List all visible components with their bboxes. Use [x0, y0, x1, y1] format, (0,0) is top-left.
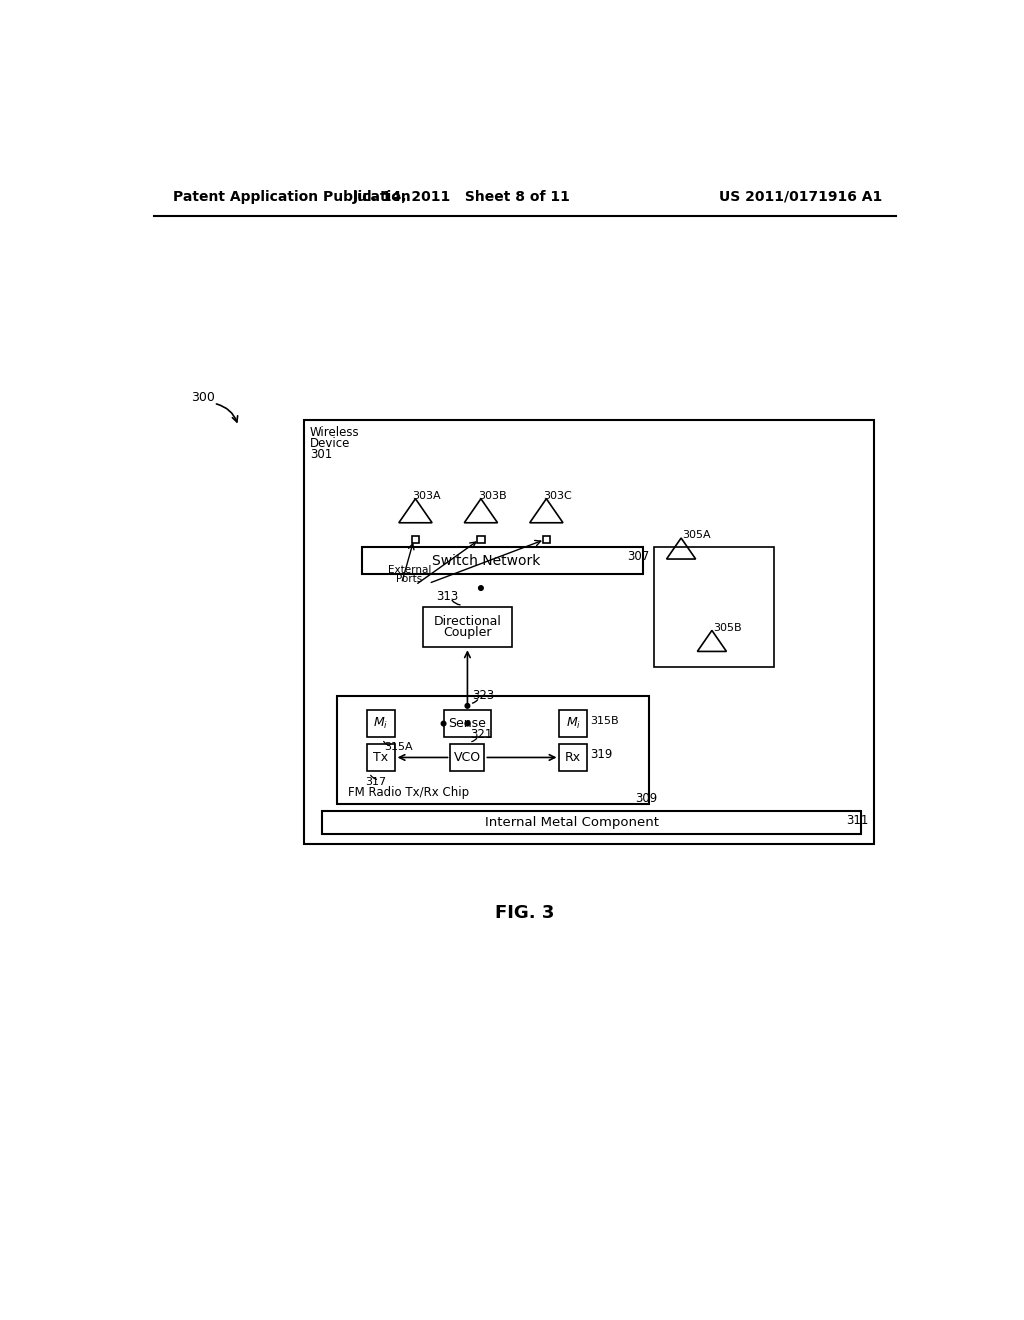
Text: US 2011/0171916 A1: US 2011/0171916 A1	[719, 190, 882, 203]
Text: $M_i$: $M_i$	[565, 715, 581, 731]
Text: Patent Application Publication: Patent Application Publication	[173, 190, 411, 203]
Text: Switch Network: Switch Network	[432, 553, 541, 568]
Text: Directional: Directional	[433, 615, 502, 628]
Bar	[477, 536, 484, 544]
Bar	[543, 536, 550, 544]
Bar	[559, 710, 587, 738]
Text: Jul. 14, 2011   Sheet 8 of 11: Jul. 14, 2011 Sheet 8 of 11	[352, 190, 570, 203]
Text: 323: 323	[472, 689, 495, 702]
Bar	[559, 743, 587, 771]
Text: Sense: Sense	[449, 717, 486, 730]
Circle shape	[441, 721, 445, 726]
Text: Device: Device	[310, 437, 350, 450]
Bar	[367, 710, 394, 738]
Text: 303A: 303A	[413, 491, 441, 502]
Text: Coupler: Coupler	[443, 626, 492, 639]
Text: Rx: Rx	[565, 751, 582, 764]
Text: Internal Metal Component: Internal Metal Component	[484, 816, 658, 829]
Bar	[654, 548, 773, 667]
Text: 303C: 303C	[544, 491, 572, 502]
Text: Tx: Tx	[373, 751, 388, 764]
Bar	[443, 710, 492, 738]
Circle shape	[465, 704, 470, 708]
Bar	[304, 420, 873, 843]
Bar	[367, 743, 394, 771]
Text: 303B: 303B	[478, 491, 507, 502]
Text: 301: 301	[310, 447, 332, 461]
Bar	[423, 607, 512, 647]
Bar	[451, 743, 484, 771]
Text: 311: 311	[847, 814, 869, 828]
Text: $M_i$: $M_i$	[373, 715, 388, 731]
Bar	[361, 548, 643, 574]
Bar	[412, 536, 419, 544]
Text: VCO: VCO	[454, 751, 481, 764]
Text: Ports: Ports	[396, 574, 423, 583]
Text: 315A: 315A	[384, 742, 413, 752]
Text: 321: 321	[470, 727, 493, 741]
Text: 317: 317	[366, 777, 386, 787]
Text: FM Radio Tx/Rx Chip: FM Radio Tx/Rx Chip	[348, 785, 470, 799]
Text: 315B: 315B	[590, 715, 618, 726]
Text: 307: 307	[628, 549, 649, 562]
Text: 300: 300	[190, 391, 214, 404]
Text: 313: 313	[436, 590, 459, 603]
Text: External: External	[388, 565, 431, 574]
Bar	[322, 812, 860, 834]
Circle shape	[478, 586, 483, 590]
Text: FIG. 3: FIG. 3	[496, 904, 554, 921]
Text: Wireless: Wireless	[310, 426, 359, 440]
Text: 309: 309	[635, 792, 657, 805]
Text: 305A: 305A	[683, 531, 712, 540]
Text: 305B: 305B	[714, 623, 742, 632]
Bar	[337, 696, 649, 804]
Text: 319: 319	[590, 748, 612, 760]
Circle shape	[465, 721, 470, 726]
